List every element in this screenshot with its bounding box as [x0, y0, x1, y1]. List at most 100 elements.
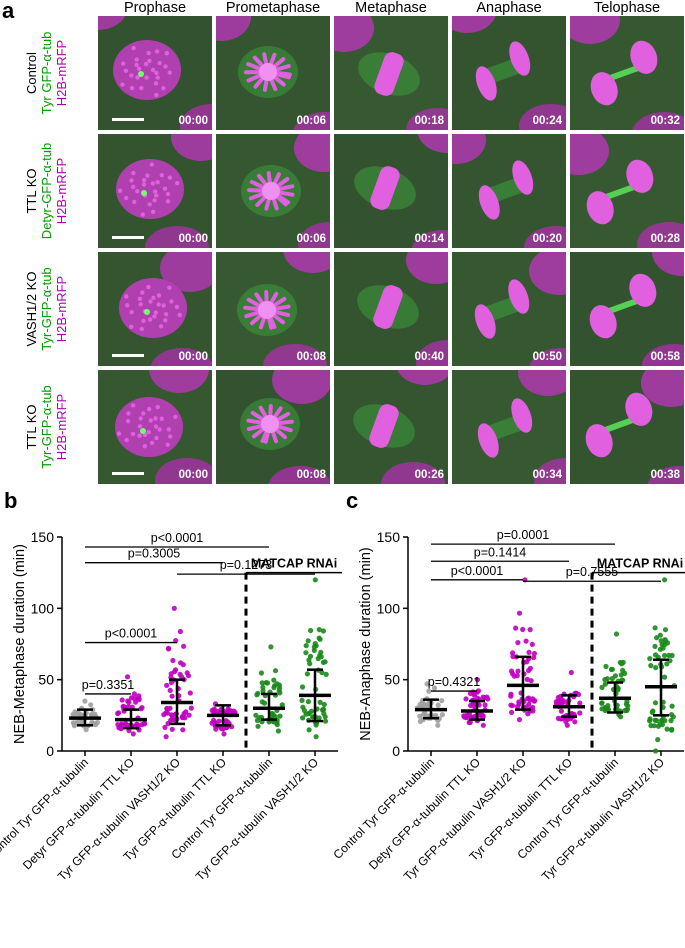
data-point [173, 638, 179, 644]
data-point [647, 716, 653, 722]
data-point [515, 668, 521, 674]
data-point [268, 644, 274, 650]
p-value-label: p<0.0001 [451, 564, 504, 578]
data-point [527, 627, 533, 633]
data-point [169, 726, 175, 732]
data-point [141, 720, 147, 726]
p-value-label: p=0.1414 [474, 545, 527, 559]
scale-bar [112, 118, 144, 121]
y-tick-label: 100 [377, 600, 401, 616]
data-point [259, 680, 265, 686]
data-point [558, 708, 565, 714]
data-point [323, 671, 329, 677]
data-point [312, 641, 318, 647]
timestamp: 00:34 [532, 469, 562, 481]
micrograph-tile: 00:20 [452, 134, 566, 248]
micrograph-tile: 00:00 [98, 134, 212, 248]
data-point [613, 631, 620, 637]
data-point [274, 681, 280, 687]
data-point [572, 719, 578, 725]
data-point [133, 699, 139, 705]
scale-bar [112, 472, 144, 475]
data-point [161, 712, 167, 718]
group-label: MATCAP RNAi [597, 557, 683, 571]
p-value-label: p<0.0001 [105, 627, 158, 641]
data-point [308, 627, 314, 634]
data-point [88, 712, 94, 718]
data-point [608, 666, 615, 673]
data-point [525, 711, 531, 717]
data-point [319, 669, 325, 676]
data-point [599, 706, 605, 712]
data-point [523, 638, 529, 644]
timestamp: 00:08 [296, 351, 326, 363]
data-point [308, 708, 315, 714]
data-point [254, 692, 260, 698]
data-point [321, 701, 327, 708]
micrograph-tile: 00:06 [216, 16, 330, 130]
data-point [226, 708, 233, 714]
data-point [609, 676, 615, 682]
row-label-line1: VASH1/2 KO [24, 271, 39, 347]
data-point [169, 693, 175, 699]
data-point [313, 722, 319, 728]
data-point [599, 684, 605, 690]
data-point [301, 707, 307, 714]
row-label-line2: Tyr GFP-α-tub [39, 31, 54, 115]
data-point [305, 638, 311, 644]
data-point [322, 659, 328, 665]
data-point [435, 702, 441, 708]
data-point [615, 687, 621, 693]
data-point [119, 697, 125, 703]
data-point [277, 685, 283, 691]
data-point [653, 748, 659, 754]
micrograph-tile: 00:18 [334, 16, 448, 130]
data-point [467, 690, 474, 697]
data-point [188, 705, 194, 711]
micrograph-tile: 00:24 [452, 16, 566, 130]
data-point [275, 728, 281, 734]
data-point [170, 657, 176, 664]
micrograph-tile: 00:40 [334, 252, 448, 366]
data-point [515, 640, 521, 646]
data-point [462, 713, 468, 719]
panel-letter-a: a [2, 0, 15, 23]
panel-letter-c: c [346, 488, 358, 513]
row-label-line3: H2B-mRFP [54, 39, 69, 107]
data-point [118, 725, 124, 731]
data-point [313, 734, 319, 740]
data-point [181, 710, 187, 717]
data-point [420, 703, 426, 709]
row-label-line2: Detyr-GFP-α-tub [39, 142, 54, 240]
data-point [662, 674, 668, 680]
p-value-label: p=0.3351 [82, 678, 135, 692]
data-point [300, 715, 306, 721]
stage-label-telophase: Telophase [593, 0, 661, 16]
data-point [575, 691, 582, 698]
data-point [482, 702, 488, 708]
data-point [135, 695, 141, 701]
data-point [303, 650, 309, 656]
data-point [652, 643, 658, 649]
data-point [264, 680, 271, 686]
data-point [168, 679, 175, 685]
micrograph-tile: 00:08 [216, 252, 330, 366]
data-point [320, 628, 326, 634]
data-point [653, 652, 659, 658]
data-point [654, 635, 660, 641]
data-point [664, 640, 671, 646]
micrograph-tile: 00:34 [452, 370, 566, 484]
data-point [664, 661, 670, 667]
data-point [254, 717, 260, 723]
data-point [599, 700, 605, 706]
data-point [424, 681, 430, 687]
data-point [602, 677, 608, 683]
data-point [123, 720, 129, 727]
data-point [134, 721, 140, 727]
row-label: TTL KO Detyr-GFP-α-tub H2B-mRFP [24, 134, 72, 248]
data-point [648, 663, 654, 669]
data-point [658, 638, 664, 644]
timestamp: 00:58 [650, 351, 680, 363]
y-tick-label: 50 [384, 672, 400, 688]
